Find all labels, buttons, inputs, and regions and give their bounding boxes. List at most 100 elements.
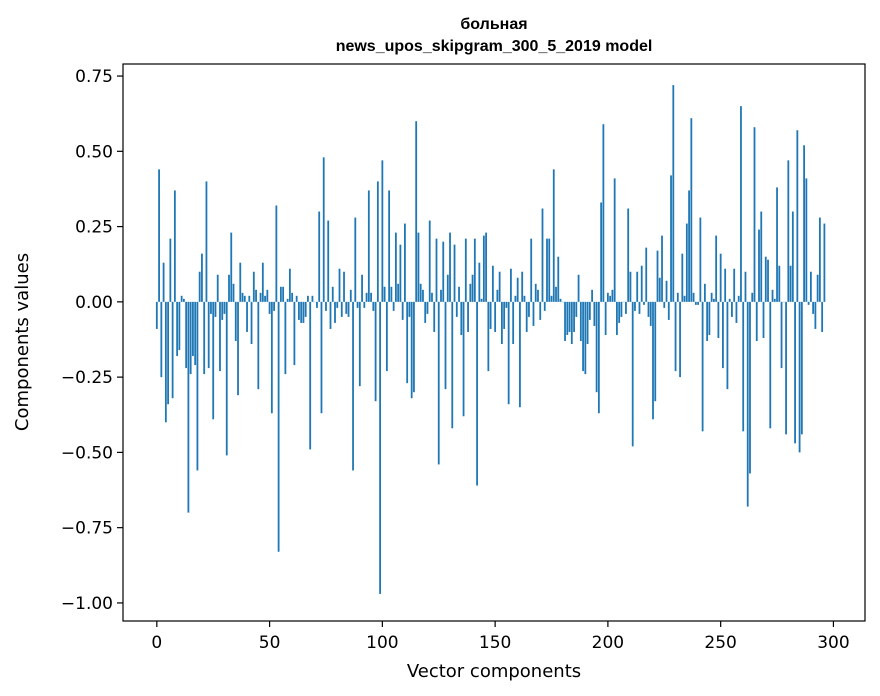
bar-210 (629, 271, 632, 302)
bar-64 (300, 301, 303, 323)
bar-155 (505, 301, 508, 308)
bar-277 (780, 301, 783, 369)
bar-161 (519, 301, 521, 408)
bar-76 (327, 220, 330, 302)
bar-285 (798, 301, 801, 453)
bar-289 (807, 301, 810, 305)
bar-146 (485, 232, 487, 302)
x-axis-ticks: 0 50 100 150 200 250 300 (151, 621, 850, 653)
bar-171 (541, 208, 544, 302)
bar-105 (392, 301, 395, 311)
bar-43 (252, 271, 255, 302)
bar-25 (212, 301, 215, 420)
bar-15 (189, 301, 192, 375)
y-axis-label: Components values (12, 253, 33, 431)
bar-89 (356, 301, 359, 308)
x-tick-label: 0 (151, 633, 162, 653)
x-tick-label: 50 (259, 633, 281, 653)
bar-129 (446, 274, 449, 302)
bar-96 (372, 301, 375, 311)
bar-236 (688, 190, 690, 302)
bar-17 (194, 301, 197, 366)
bar-154 (503, 301, 506, 329)
bar-117 (419, 283, 422, 302)
bar-50 (268, 301, 271, 314)
bar-28 (219, 301, 221, 372)
bar-152 (498, 271, 501, 302)
bar-series (155, 85, 826, 594)
bar-22 (205, 181, 208, 302)
bar-38 (241, 292, 244, 302)
bar-223 (658, 277, 661, 302)
bar-74 (322, 157, 325, 302)
bar-69 (311, 295, 314, 302)
bar-230 (674, 301, 677, 372)
bar-99 (379, 301, 381, 594)
bar-234 (683, 295, 686, 302)
bar-187 (577, 274, 580, 302)
bar-44 (255, 289, 257, 302)
bar-173 (546, 238, 548, 302)
chart-title: больная (460, 16, 527, 33)
bar-292 (814, 301, 817, 329)
bar-46 (259, 292, 262, 302)
bar-136 (462, 301, 465, 417)
bar-242 (701, 301, 704, 432)
bar-131 (451, 301, 454, 429)
bar-160 (516, 277, 519, 302)
bar-10 (178, 301, 181, 351)
y-tick-label: 0.25 (75, 218, 113, 238)
chart-subtitle: news_upos_skipgram_300_5_2019 model (336, 38, 653, 55)
bar-145 (482, 235, 485, 302)
bar-193 (591, 289, 593, 302)
bar-60 (291, 292, 294, 302)
bar-139 (469, 283, 472, 302)
bar-41 (248, 295, 251, 302)
bar-110 (404, 223, 406, 302)
bar-184 (570, 301, 573, 344)
bar-77 (329, 301, 332, 329)
y-tick-label: 0.75 (75, 67, 113, 87)
bar-100 (381, 160, 384, 302)
bar-252 (724, 268, 727, 302)
bar-1 (158, 169, 160, 302)
bar-16 (192, 301, 194, 357)
y-tick-label: −0.50 (61, 443, 113, 463)
bar-238 (692, 292, 695, 302)
bar-241 (699, 217, 702, 302)
bar-274 (773, 298, 776, 302)
bar-200 (606, 292, 609, 302)
bar-123 (433, 301, 436, 332)
bar-264 (751, 292, 754, 302)
bar-3 (162, 262, 165, 302)
x-tick-label: 150 (479, 633, 511, 653)
bar-119 (424, 301, 427, 323)
bar-31 (225, 301, 228, 456)
bar-249 (717, 301, 720, 338)
bar-108 (399, 244, 402, 302)
bar-94 (367, 190, 370, 302)
bar-148 (489, 301, 492, 329)
bar-188 (579, 301, 582, 341)
bar-182 (566, 301, 569, 335)
bar-75 (325, 301, 327, 311)
bar-88 (354, 217, 357, 302)
bar-12 (182, 298, 185, 302)
bar-168 (534, 283, 537, 302)
bar-151 (496, 289, 499, 302)
bar-144 (480, 298, 483, 302)
bar-37 (239, 262, 242, 302)
bar-90 (358, 301, 361, 387)
bar-95 (370, 292, 372, 302)
bar-290 (809, 271, 812, 302)
bar-254 (728, 298, 731, 302)
bar-250 (719, 253, 722, 302)
bar-5 (167, 301, 169, 405)
bar-137 (464, 238, 467, 302)
bar-9 (176, 301, 179, 357)
bar-26 (214, 301, 217, 317)
bar-216 (643, 301, 645, 305)
bar-189 (582, 301, 584, 372)
bar-203 (613, 178, 616, 302)
